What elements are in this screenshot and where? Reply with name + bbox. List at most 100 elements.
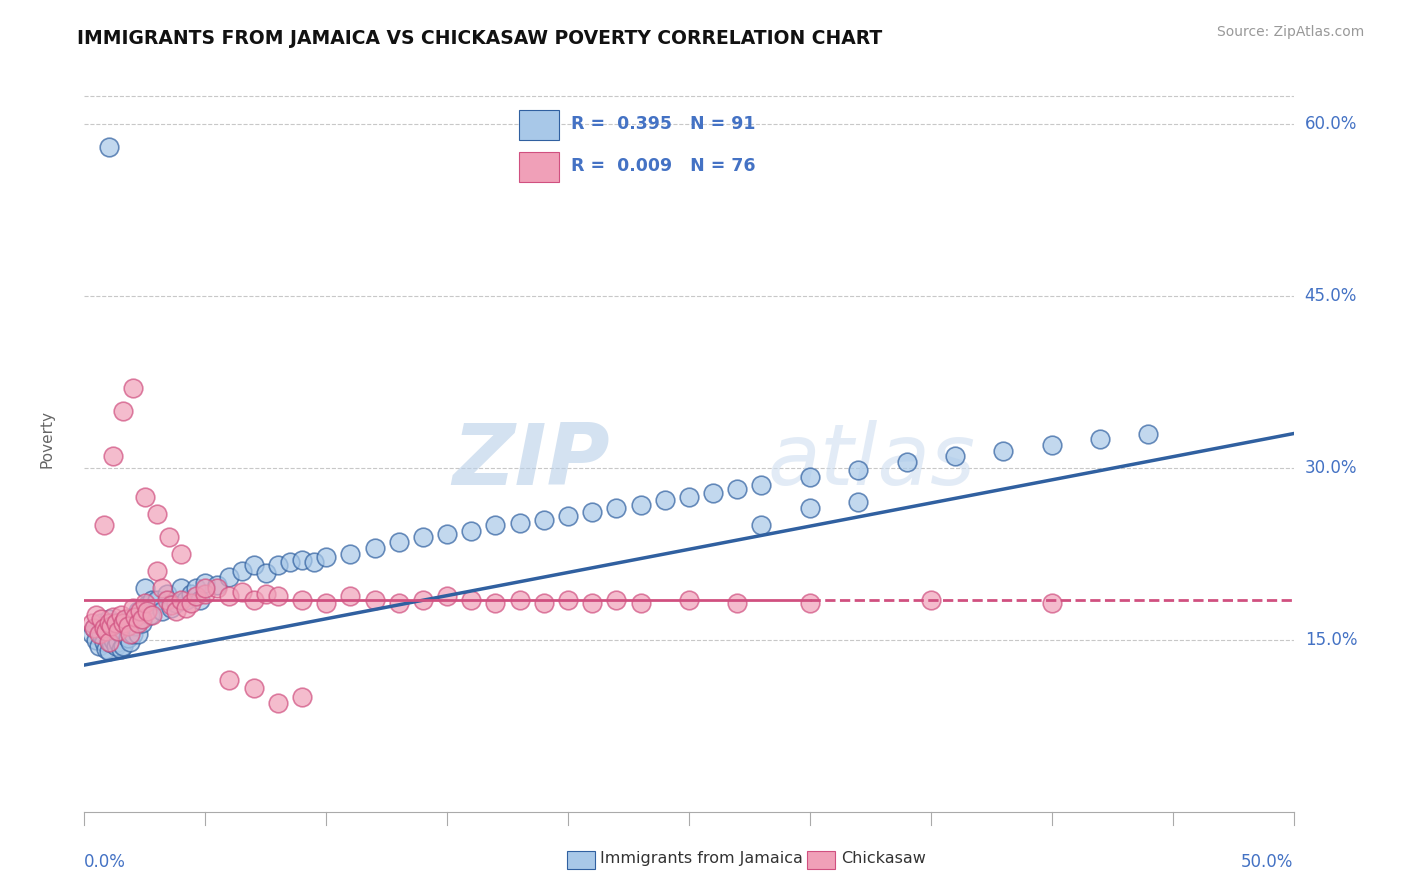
Point <box>254 587 277 601</box>
Point <box>460 592 482 607</box>
Point <box>103 450 125 464</box>
Point <box>94 642 117 657</box>
Bar <box>519 111 558 140</box>
Point <box>93 518 115 533</box>
Point <box>112 639 135 653</box>
Point <box>557 509 579 524</box>
Point <box>302 555 325 569</box>
Point <box>83 621 105 635</box>
Point <box>134 596 156 610</box>
Point <box>654 493 676 508</box>
Text: 0.0%: 0.0% <box>84 853 127 871</box>
Text: 15.0%: 15.0% <box>1305 631 1357 648</box>
Point <box>630 498 652 512</box>
Point <box>267 558 290 573</box>
Point <box>581 504 603 518</box>
Point <box>291 690 314 705</box>
Point <box>184 582 207 596</box>
Point <box>412 592 434 607</box>
Point <box>484 518 506 533</box>
Point <box>160 600 183 615</box>
Point <box>87 639 110 653</box>
Point <box>120 627 142 641</box>
Point <box>557 592 579 607</box>
Point <box>846 495 869 509</box>
Point <box>117 631 139 645</box>
Point <box>725 482 748 496</box>
Point <box>339 589 361 603</box>
Point <box>146 564 169 578</box>
Point <box>581 596 603 610</box>
Point <box>117 619 139 633</box>
Point <box>509 516 531 530</box>
Point <box>134 490 156 504</box>
Text: ZIP: ZIP <box>453 420 610 503</box>
Point <box>207 578 229 592</box>
Point <box>100 636 122 650</box>
Point <box>86 607 108 622</box>
Text: Immigrants from Jamaica: Immigrants from Jamaica <box>600 851 803 865</box>
Point <box>194 587 217 601</box>
Point <box>112 615 135 630</box>
Point <box>93 635 115 649</box>
Point <box>436 589 458 603</box>
Text: Chickasaw: Chickasaw <box>841 851 925 865</box>
Point <box>725 596 748 610</box>
Point <box>110 627 132 641</box>
Point <box>127 604 149 618</box>
Point <box>104 624 127 638</box>
Point <box>80 627 103 641</box>
Point <box>136 599 159 613</box>
Point <box>678 490 700 504</box>
Point <box>533 512 555 526</box>
Point <box>117 612 139 626</box>
Text: 45.0%: 45.0% <box>1305 287 1357 305</box>
Point <box>190 592 212 607</box>
Point <box>180 596 202 610</box>
Point <box>174 600 197 615</box>
Point <box>1040 438 1063 452</box>
Point <box>218 673 240 687</box>
Point <box>112 403 135 417</box>
Point <box>533 596 555 610</box>
Point <box>799 501 821 516</box>
Point <box>127 615 149 630</box>
Point <box>127 627 149 641</box>
Point <box>339 547 361 561</box>
Text: 50.0%: 50.0% <box>1241 853 1294 871</box>
Point <box>242 592 264 607</box>
Text: IMMIGRANTS FROM JAMAICA VS CHICKASAW POVERTY CORRELATION CHART: IMMIGRANTS FROM JAMAICA VS CHICKASAW POV… <box>77 29 883 47</box>
Point <box>146 592 169 607</box>
Point <box>267 696 290 710</box>
Bar <box>519 153 558 183</box>
Point <box>799 470 821 484</box>
Point <box>141 607 163 622</box>
Point <box>110 642 132 657</box>
Point <box>1040 596 1063 610</box>
Point <box>150 604 173 618</box>
Text: Source: ZipAtlas.com: Source: ZipAtlas.com <box>1216 25 1364 39</box>
Point <box>207 582 229 596</box>
Point <box>267 589 290 603</box>
Point <box>129 604 152 618</box>
Point <box>218 570 240 584</box>
Point <box>460 524 482 538</box>
Point <box>97 629 120 643</box>
Point <box>160 599 183 613</box>
Point <box>97 644 120 658</box>
Point <box>315 550 337 565</box>
Point <box>509 592 531 607</box>
Point <box>943 450 966 464</box>
Point <box>86 632 108 647</box>
Point <box>107 621 129 635</box>
Point <box>136 604 159 618</box>
Point <box>94 624 117 638</box>
Point <box>1088 433 1111 447</box>
Text: 30.0%: 30.0% <box>1305 459 1357 477</box>
Text: atlas: atlas <box>768 420 976 503</box>
Text: Poverty: Poverty <box>39 410 53 468</box>
Point <box>121 627 143 641</box>
Point <box>170 592 193 607</box>
Point <box>291 592 314 607</box>
Point <box>170 547 193 561</box>
